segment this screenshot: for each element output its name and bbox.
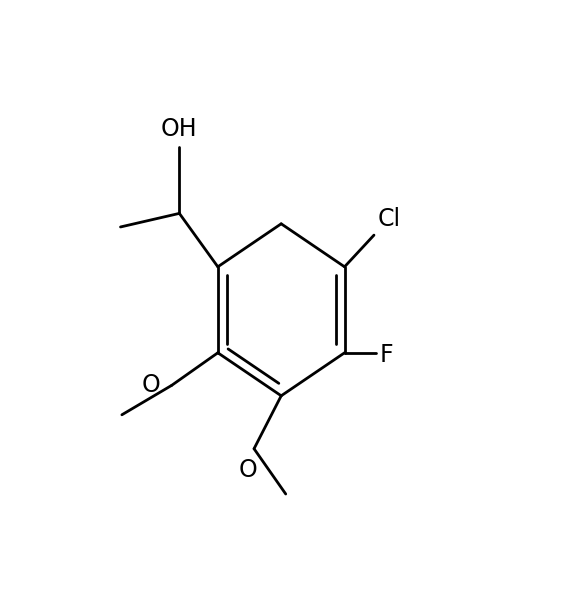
Text: O: O (141, 373, 161, 397)
Text: OH: OH (161, 117, 197, 141)
Text: Cl: Cl (377, 208, 400, 232)
Text: F: F (380, 343, 394, 367)
Text: O: O (239, 458, 258, 482)
